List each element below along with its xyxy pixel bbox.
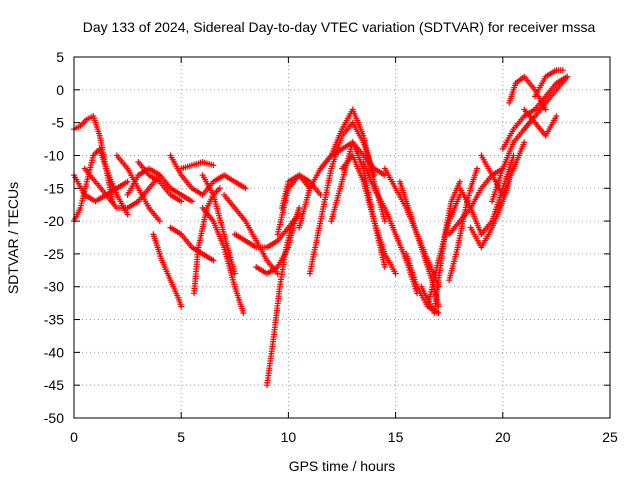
data-point — [178, 198, 185, 205]
data-point — [210, 162, 217, 169]
y-tick-label: -10 — [44, 147, 64, 163]
series-arc-18 — [263, 218, 296, 389]
y-tick-label: -45 — [44, 377, 64, 393]
data-point — [559, 67, 566, 74]
x-tick-label: 0 — [70, 429, 78, 445]
data-point — [188, 198, 195, 205]
data-point — [510, 152, 517, 159]
y-tick-label: -15 — [44, 180, 64, 196]
data-point — [210, 257, 217, 264]
x-tick-label: 5 — [177, 429, 185, 445]
x-tick-label: 15 — [388, 429, 404, 445]
series-arc-41 — [531, 67, 566, 100]
y-tick-label: -50 — [44, 410, 64, 426]
series-arc-11 — [178, 159, 217, 172]
y-tick-label: -20 — [44, 213, 64, 229]
data-point — [124, 211, 131, 218]
series-arc-42 — [521, 106, 560, 139]
data-point — [474, 165, 481, 172]
x-tick-label: 20 — [495, 429, 511, 445]
data-point — [231, 270, 238, 277]
series-arc-36 — [478, 139, 528, 198]
y-tick-label: -40 — [44, 344, 64, 360]
data-point — [317, 191, 324, 198]
data-point — [521, 139, 528, 146]
series-arc-08 — [150, 231, 185, 310]
series-arc-25 — [339, 152, 399, 277]
y-tick-label: -35 — [44, 312, 64, 328]
series-arc-10 — [167, 152, 249, 198]
data-point — [392, 270, 399, 277]
x-tick-label: 25 — [602, 429, 618, 445]
x-tick-label: 10 — [281, 429, 297, 445]
chart-title: Day 133 of 2024, Sidereal Day-to-day VTE… — [83, 19, 596, 35]
series-arc-19 — [274, 172, 324, 238]
data-point — [381, 264, 388, 271]
series-arc-22 — [306, 119, 378, 277]
data-point — [178, 303, 185, 310]
data-point — [240, 309, 247, 316]
x-axis-title: GPS time / hours — [289, 458, 396, 474]
y-tick-label: 0 — [56, 82, 64, 98]
data-point — [381, 218, 388, 225]
series-arc-09 — [167, 224, 217, 264]
data-point — [124, 178, 131, 185]
data-point — [553, 113, 560, 120]
series-arc-07 — [135, 159, 185, 205]
data-point — [296, 204, 303, 211]
axis-ticks — [73, 56, 611, 419]
series-arc-21 — [296, 139, 388, 231]
data-point — [456, 178, 463, 185]
data-point — [156, 218, 163, 225]
y-axis-title: SDTVAR / TECUs — [5, 182, 21, 294]
plot-frame — [73, 56, 611, 419]
data-point — [564, 73, 571, 80]
y-tick-labels: -50-45-40-35-30-25-20-15-10-505 — [44, 49, 64, 426]
series-arc-14 — [199, 172, 238, 277]
y-tick-label: -30 — [44, 279, 64, 295]
data-point — [542, 106, 549, 113]
data-point — [216, 185, 223, 192]
x-tick-labels: 0 5 10 15 20 25 — [70, 429, 618, 445]
y-tick-label: -25 — [44, 246, 64, 262]
data-point — [289, 218, 296, 225]
y-tick-label: -5 — [52, 115, 65, 131]
data-point — [274, 270, 281, 277]
y-tick-label: 5 — [56, 49, 64, 65]
series-arc-32 — [446, 165, 481, 284]
data-point — [242, 185, 249, 192]
series-arc-31 — [424, 191, 463, 310]
data-points — [71, 67, 571, 389]
